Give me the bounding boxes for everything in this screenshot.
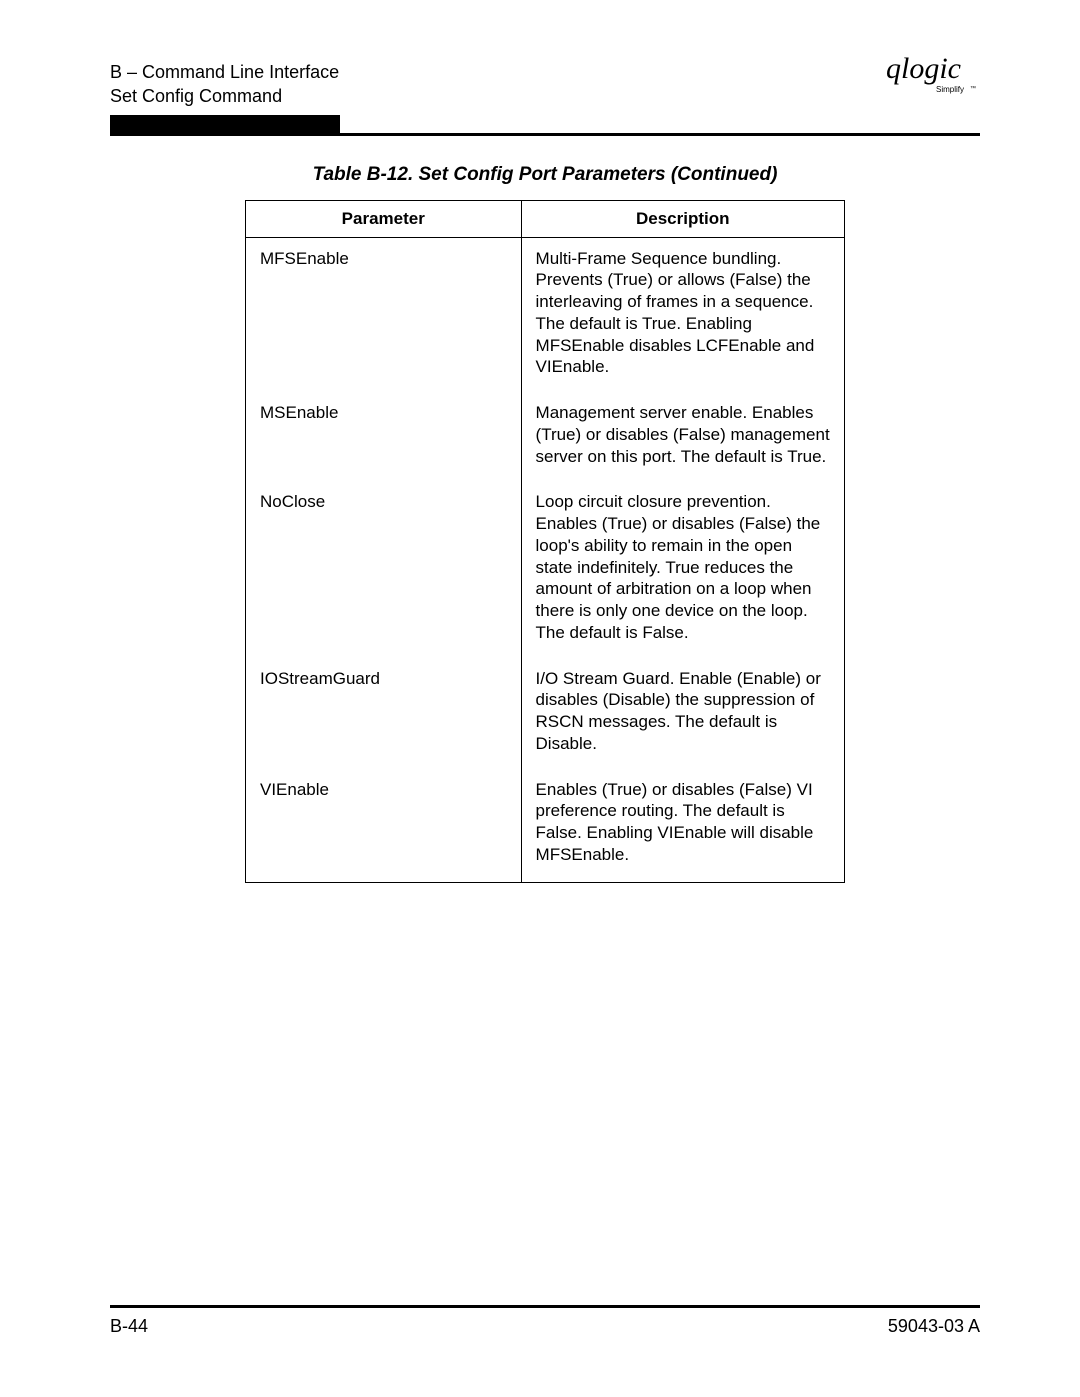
logo-tagline: Simplify (936, 85, 964, 94)
page-container: B – Command Line Interface Set Config Co… (0, 0, 1080, 1397)
column-header-description: Description (521, 200, 844, 237)
logo-text-icon: qlogic (886, 52, 961, 85)
header-line-1: B – Command Line Interface (110, 60, 339, 84)
header-line-2: Set Config Command (110, 84, 339, 108)
table-header-row: Parameter Description (246, 200, 845, 237)
table-row: IOStreamGuard I/O Stream Guard. Enable (… (246, 658, 845, 769)
document-id: 59043-03 A (888, 1316, 980, 1337)
table-row: NoClose Loop circuit closure prevention.… (246, 481, 845, 657)
column-header-parameter: Parameter (246, 200, 522, 237)
cell-description: Enables (True) or disables (False) VI pr… (521, 769, 844, 883)
cell-parameter: NoClose (246, 481, 522, 657)
page-header: B – Command Line Interface Set Config Co… (110, 60, 980, 109)
qlogic-logo: qlogic Simplify ™ (880, 50, 980, 105)
cell-parameter: MFSEnable (246, 237, 522, 392)
table-row: MSEnable Management server enable. Enabl… (246, 392, 845, 481)
header-rule (110, 133, 980, 136)
cell-parameter: IOStreamGuard (246, 658, 522, 769)
cell-parameter: MSEnable (246, 392, 522, 481)
table-row: VIEnable Enables (True) or disables (Fal… (246, 769, 845, 883)
cell-parameter: VIEnable (246, 769, 522, 883)
cell-description: I/O Stream Guard. Enable (Enable) or dis… (521, 658, 844, 769)
footer-rule (110, 1305, 980, 1308)
footer-row: B-44 59043-03 A (110, 1316, 980, 1337)
logo-tm-icon: ™ (970, 85, 976, 92)
page-number: B-44 (110, 1316, 148, 1337)
page-footer: B-44 59043-03 A (110, 1305, 980, 1337)
cell-description: Management server enable. Enables (True)… (521, 392, 844, 481)
header-black-bar (110, 115, 340, 133)
cell-description: Loop circuit closure prevention. Enables… (521, 481, 844, 657)
header-text-block: B – Command Line Interface Set Config Co… (110, 60, 339, 109)
table-row: MFSEnable Multi-Frame Sequence bundling.… (246, 237, 845, 392)
parameters-table: Parameter Description MFSEnable Multi-Fr… (245, 200, 845, 883)
table-caption: Table B-12. Set Config Port Parameters (… (110, 164, 980, 186)
cell-description: Multi-Frame Sequence bundling. Prevents … (521, 237, 844, 392)
